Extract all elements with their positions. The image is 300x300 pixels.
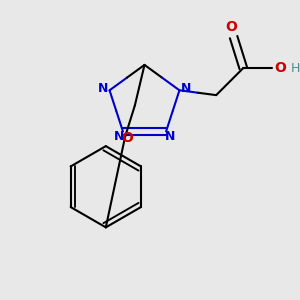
- Text: O: O: [274, 61, 286, 75]
- Text: N: N: [165, 130, 175, 143]
- Text: O: O: [121, 131, 133, 146]
- Text: N: N: [114, 130, 124, 143]
- Text: N: N: [181, 82, 191, 95]
- Text: N: N: [98, 82, 108, 95]
- Text: H: H: [291, 61, 300, 75]
- Text: O: O: [226, 20, 238, 34]
